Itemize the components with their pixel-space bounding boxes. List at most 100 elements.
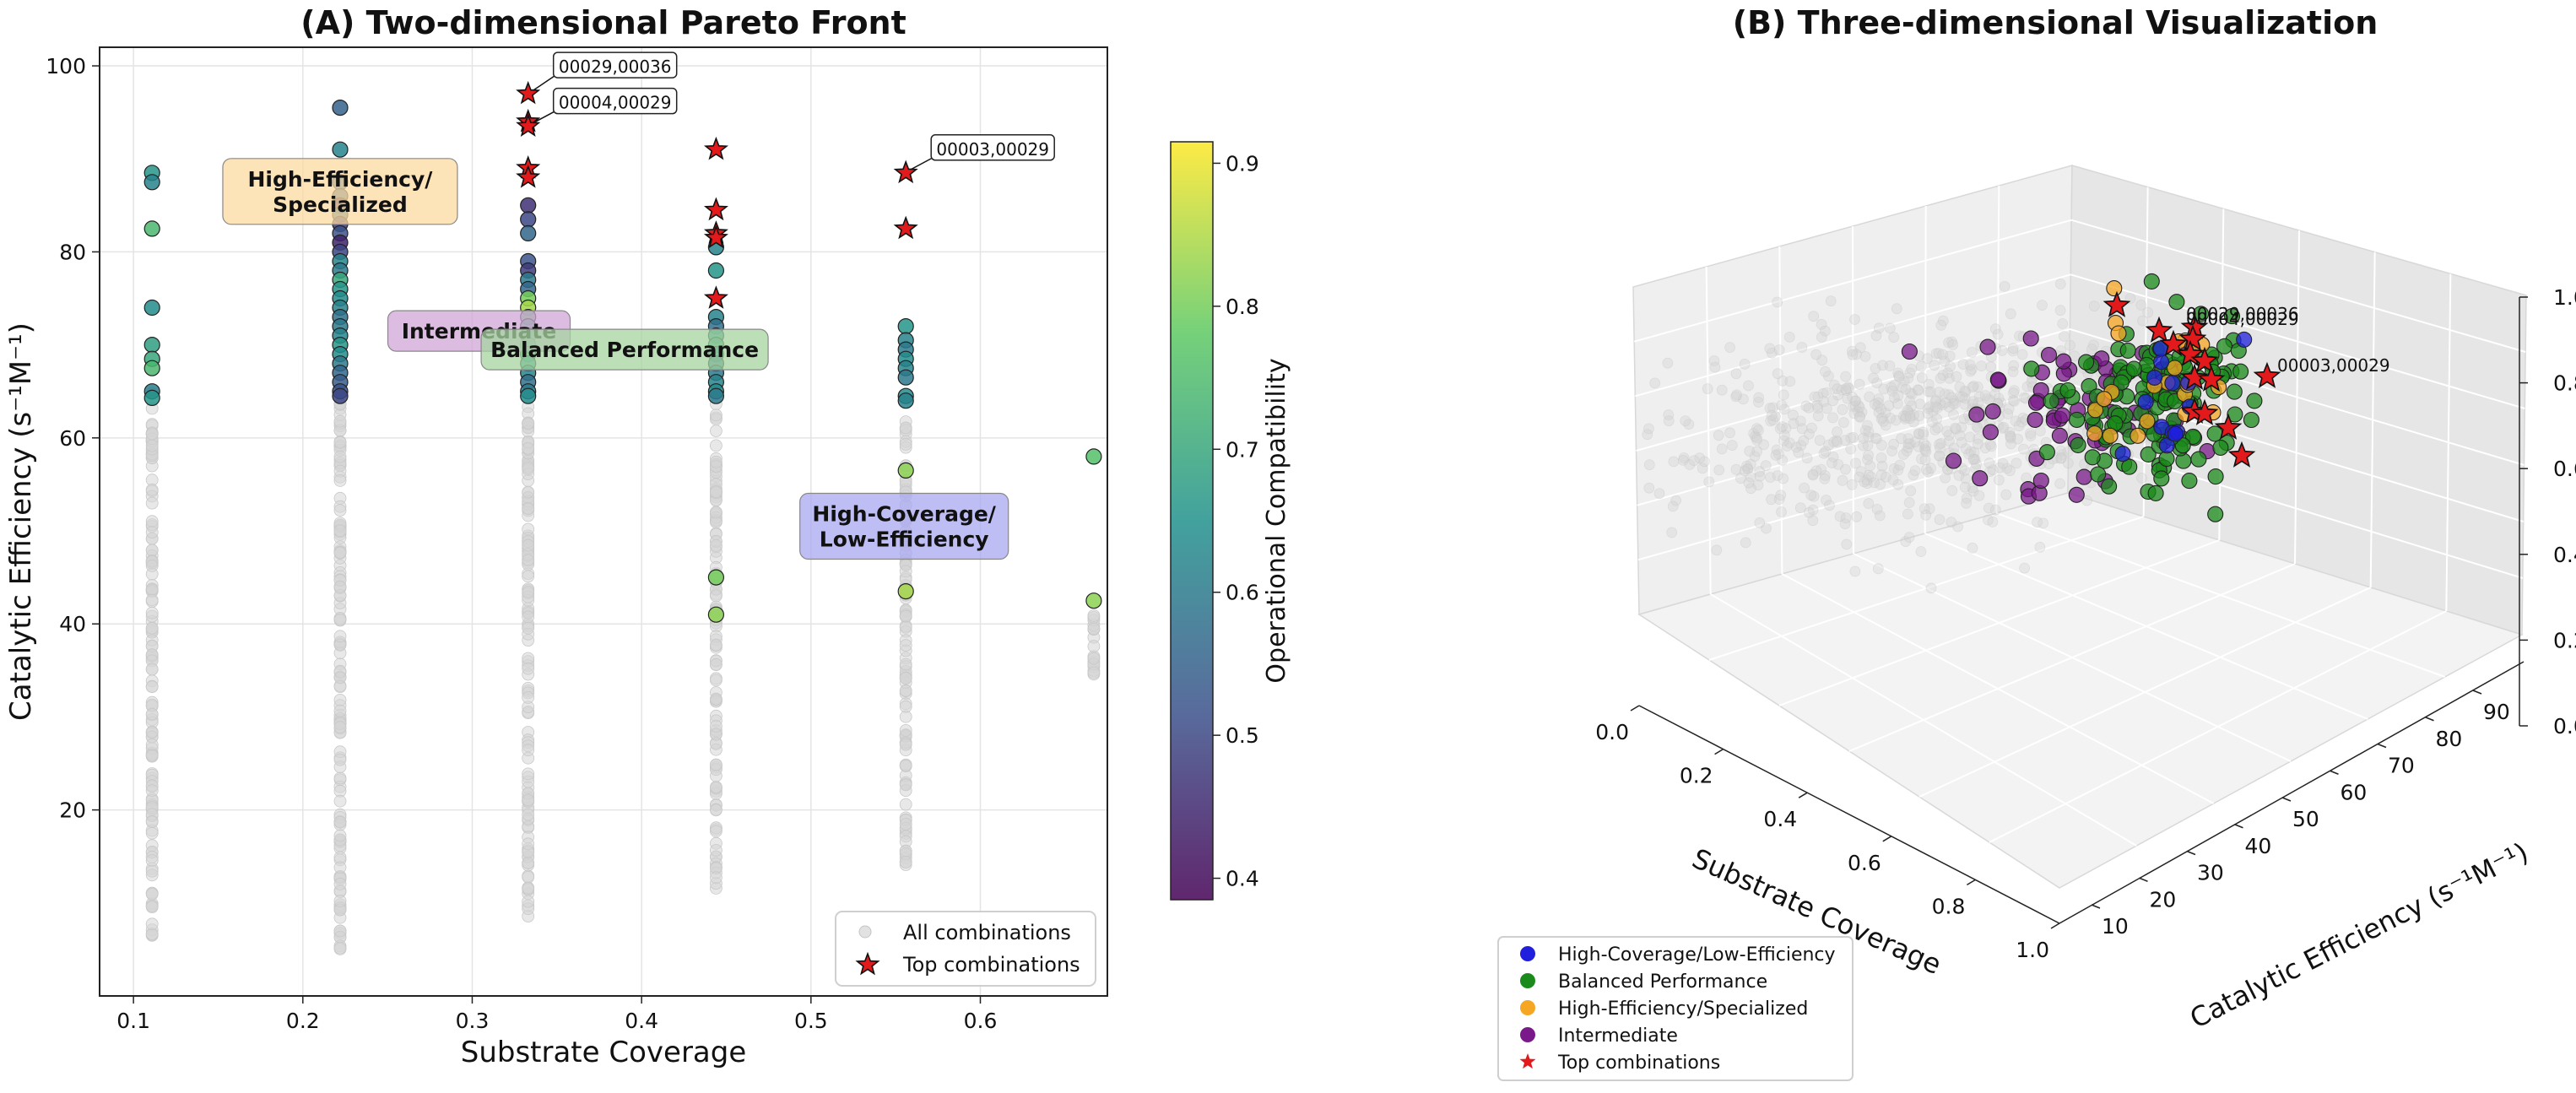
- background-point: [1678, 452, 1690, 463]
- background-point: [1877, 360, 1888, 371]
- background-point: [1859, 350, 1871, 362]
- pareto-point: [332, 141, 349, 158]
- x3d-tick: [1714, 748, 1724, 755]
- pareto-point: [332, 387, 349, 404]
- all-combination-point: [899, 684, 912, 697]
- region-label: High-Coverage/Low-Efficiency: [812, 502, 996, 552]
- cluster-point: [2184, 428, 2201, 445]
- background-point: [1827, 412, 1838, 424]
- background-point: [1767, 414, 1779, 426]
- all-combination-point: [899, 565, 912, 578]
- background-point: [1804, 506, 1815, 518]
- background-point: [1814, 435, 1826, 446]
- background-point: [1850, 395, 1862, 407]
- y3d-tick-label: 90: [2483, 700, 2510, 724]
- background-point: [1862, 454, 1874, 465]
- cluster-point: [1989, 371, 2006, 388]
- background-point: [1841, 385, 1852, 397]
- background-point: [1861, 478, 1873, 489]
- background-point: [1731, 389, 1743, 401]
- all-combination-point: [333, 630, 347, 643]
- background-point: [1923, 386, 1935, 398]
- background-point: [1924, 386, 1936, 398]
- background-point: [1811, 399, 1823, 411]
- background-point: [1751, 446, 1763, 457]
- background-point: [1853, 400, 1864, 411]
- cluster-point: [1968, 406, 1985, 423]
- background-point: [1943, 337, 1955, 349]
- background-point: [2001, 463, 2013, 474]
- all-combination-point: [145, 526, 159, 538]
- top-combination-star: [703, 197, 728, 221]
- pareto-point: [520, 197, 537, 214]
- background-point: [2054, 278, 2066, 289]
- pareto-point: [707, 387, 725, 404]
- cluster-point: [2223, 308, 2241, 325]
- background-point: [1808, 311, 1820, 322]
- all-combination-point: [522, 870, 535, 884]
- background-point: [1972, 381, 1983, 392]
- background-point: [2034, 541, 2046, 553]
- background-point: [1859, 476, 1870, 488]
- legend-b-label: Intermediate: [1558, 1025, 1678, 1047]
- all-combination-point: [333, 694, 347, 706]
- cluster-point: [2216, 338, 2233, 354]
- background-point: [1919, 454, 1931, 466]
- cluster-point: [2236, 331, 2253, 348]
- background-point: [1982, 393, 1993, 404]
- background-point: [1751, 423, 1763, 435]
- background-point: [1850, 349, 1862, 360]
- background-point: [1784, 376, 1796, 387]
- all-combination-point: [899, 620, 912, 634]
- background-point: [1915, 360, 1927, 372]
- background-point: [1929, 401, 1941, 413]
- background-point: [1987, 517, 1999, 528]
- background-point: [1816, 318, 1827, 330]
- background-point: [1885, 413, 1897, 424]
- background-point: [1871, 433, 1882, 445]
- x-tick-label: 0.6: [964, 1009, 998, 1033]
- background-point: [1790, 441, 1802, 453]
- background-point: [1854, 378, 1865, 390]
- pareto-point: [897, 369, 914, 386]
- legend-b-label: Top combinations: [1557, 1052, 1720, 1074]
- background-point: [1968, 446, 1980, 458]
- z3d-tick-label: 0.4: [2553, 543, 2576, 567]
- background-point: [1927, 406, 1939, 417]
- background-point: [2025, 428, 2036, 439]
- background-point: [1820, 446, 1832, 457]
- background-point: [2025, 430, 2037, 441]
- all-combination-point: [333, 704, 347, 717]
- pareto-point: [1085, 448, 1102, 465]
- background-point: [1773, 344, 1785, 356]
- background-point: [1959, 392, 1971, 404]
- annotation-3d-label: 00003,00029: [2277, 355, 2390, 376]
- background-point: [1998, 421, 2010, 433]
- background-point: [1875, 440, 1887, 451]
- background-point: [1699, 456, 1710, 468]
- all-combination-point: [333, 414, 347, 428]
- background-point: [1754, 517, 1766, 528]
- background-point: [1862, 440, 1874, 451]
- background-point: [1809, 391, 1821, 403]
- z3d-tick-label: 1.0: [2553, 285, 2576, 310]
- background-point: [1918, 426, 1929, 438]
- all-combination-point: [333, 524, 347, 538]
- background-point: [1942, 367, 1954, 379]
- background-point: [1968, 453, 1980, 464]
- all-combination-point: [710, 804, 722, 817]
- all-combination-point: [333, 450, 347, 463]
- background-point: [1766, 409, 1778, 421]
- background-point: [1918, 429, 1929, 441]
- legend-top-combinations-marker: [855, 951, 880, 976]
- all-combination-point: [710, 781, 722, 793]
- all-combination-point: [522, 570, 535, 583]
- background-point: [1752, 425, 1764, 436]
- all-combination-point: [145, 826, 159, 840]
- top-combination-star-3d: [2145, 316, 2173, 343]
- colorbar-tick-label: 0.9: [1226, 151, 1259, 176]
- background-point: [1896, 433, 1907, 445]
- background-point: [1948, 409, 1959, 420]
- background-point: [1827, 395, 1838, 407]
